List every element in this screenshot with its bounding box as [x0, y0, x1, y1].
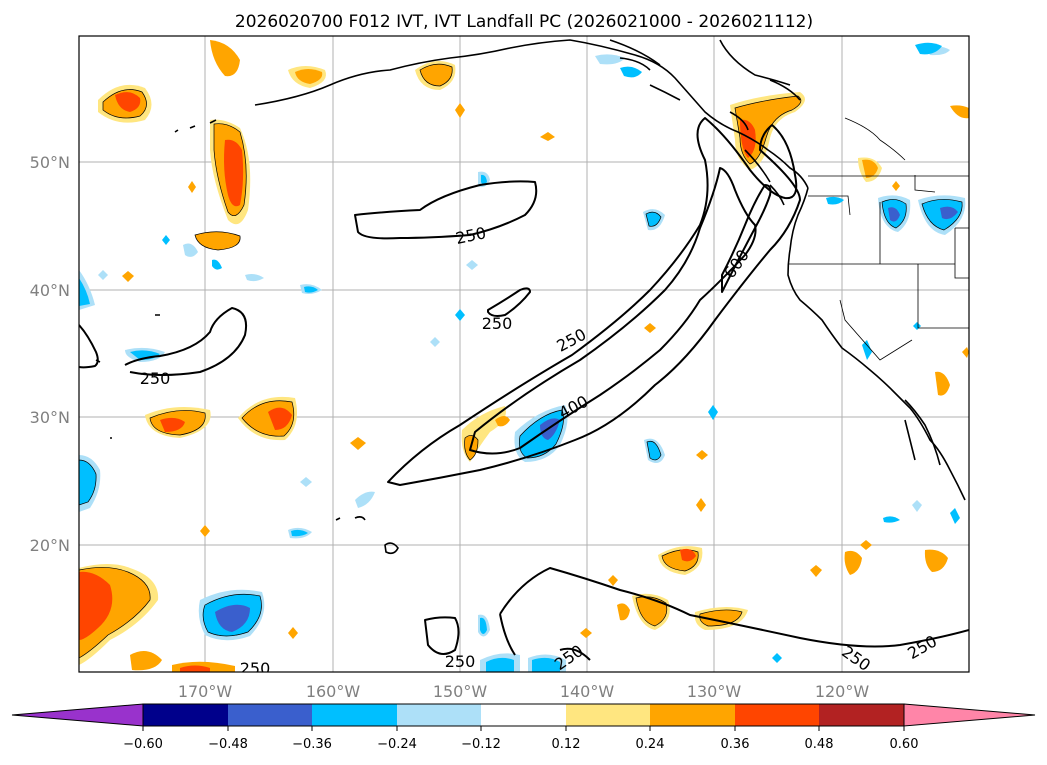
lon-label-170w: 170°W	[178, 682, 233, 701]
colorbar-bin	[312, 704, 397, 726]
longitude-labels: 170°W 160°W 150°W 140°W 130°W 120°W	[178, 682, 870, 701]
negative-pc-shading	[79, 42, 966, 672]
ivt-contours	[79, 117, 969, 661]
figure-title: 2026020700 F012 IVT, IVT Landfall PC (20…	[235, 12, 813, 32]
lat-label-50n: 50°N	[30, 153, 70, 172]
ivt-contour-250-south	[499, 567, 969, 656]
colorbar-tick-label: 0.12	[552, 737, 581, 752]
political-borders	[788, 117, 969, 361]
contour-label-250-east: 250	[904, 631, 940, 663]
ivt-contour-250-mid	[487, 287, 531, 317]
colorbar-tick-label: 0.48	[805, 737, 834, 752]
lat-label-40n: 40°N	[30, 281, 70, 300]
contour-label-400: 400	[555, 392, 591, 423]
positive-pc-shading	[79, 40, 969, 672]
coastlines	[95, 39, 966, 555]
ivt-contour-250-plume	[387, 117, 801, 486]
colorbar-bin	[228, 704, 312, 726]
contour-label-250-north: 250	[454, 223, 488, 248]
colorbar-tick-label: 0.36	[721, 737, 750, 752]
colorbar-tick-label: −0.36	[292, 737, 332, 752]
contour-label-250-sw: 250	[240, 659, 271, 678]
colorbar-bin	[143, 704, 228, 726]
colorbar-bin	[650, 704, 735, 726]
contour-label-250-plume: 250	[553, 325, 589, 356]
ivt-contour-250-south-loop	[424, 616, 460, 655]
colorbar-bin	[481, 704, 566, 726]
graticule	[79, 36, 969, 672]
contour-label-250-south: 250	[445, 652, 476, 671]
ivt-contour-600-plume	[721, 184, 772, 293]
ivt-contour-250-west	[79, 307, 248, 376]
contour-label-250-mid: 250	[482, 314, 513, 333]
colorbar-bin	[819, 704, 904, 726]
ivt-contour-250-north	[354, 180, 538, 240]
colorbar: −0.60 −0.48 −0.36 −0.24 −0.12 0.12 0.24 …	[11, 703, 1036, 752]
colorbar-tick-labels: −0.60 −0.48 −0.36 −0.24 −0.12 0.12 0.24 …	[123, 737, 918, 752]
ivt-contour-400-plume	[469, 167, 757, 455]
lon-label-160w: 160°W	[306, 682, 361, 701]
lat-label-20n: 20°N	[30, 536, 70, 555]
lon-label-150w: 150°W	[433, 682, 488, 701]
colorbar-bin	[397, 704, 481, 726]
colorbar-tick-label: −0.48	[208, 737, 248, 752]
colorbar-frame	[142, 703, 905, 727]
colorbar-tick-label: −0.24	[377, 737, 417, 752]
colorbar-tick-label: −0.12	[461, 737, 501, 752]
map-area: 250 250 250 250 250 250 250 250 250 400 …	[79, 36, 969, 678]
colorbar-extend-min	[11, 703, 144, 727]
lat-label-30n: 30°N	[30, 408, 70, 427]
colorbar-ticks	[142, 726, 905, 731]
lon-label-130w: 130°W	[687, 682, 742, 701]
colorbar-tick-label: 0.60	[890, 737, 919, 752]
colorbar-tick-label: −0.60	[123, 737, 163, 752]
latitude-labels: 50°N 40°N 30°N 20°N	[30, 153, 70, 555]
lon-label-120w: 120°W	[815, 682, 870, 701]
colorbar-bin	[566, 704, 650, 726]
contour-label-250-west: 250	[140, 369, 171, 388]
map-frame	[78, 35, 970, 673]
colorbar-bin	[735, 704, 819, 726]
lon-label-140w: 140°W	[560, 682, 615, 701]
colorbar-extend-max	[903, 703, 1036, 727]
colorbar-tick-label: 0.24	[636, 737, 665, 752]
